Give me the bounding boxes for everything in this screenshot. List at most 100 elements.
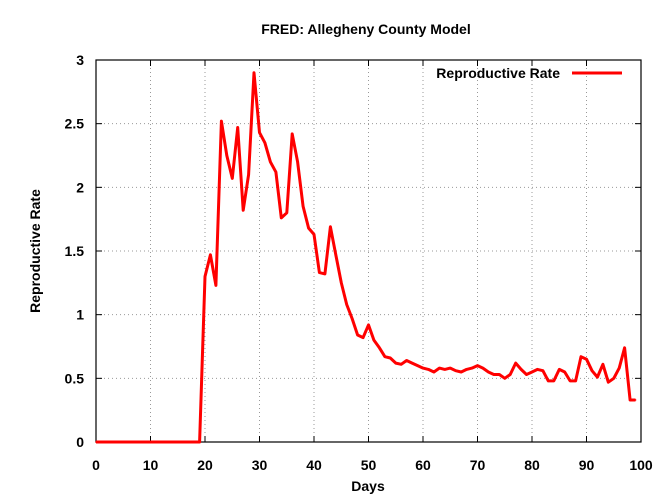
chart-title: FRED: Allegheny County Model bbox=[261, 21, 470, 37]
data-point bbox=[351, 317, 353, 320]
data-point bbox=[389, 357, 392, 359]
data-point bbox=[438, 367, 441, 369]
data-point bbox=[258, 131, 261, 134]
data-point bbox=[416, 364, 419, 367]
data-point bbox=[525, 373, 528, 376]
data-point bbox=[340, 282, 343, 284]
x-tick-label: 40 bbox=[306, 457, 322, 473]
data-point bbox=[149, 441, 152, 443]
data-point bbox=[127, 441, 130, 443]
x-tick-label: 80 bbox=[524, 457, 540, 473]
series-line bbox=[96, 71, 636, 444]
data-point bbox=[585, 358, 588, 361]
data-point bbox=[296, 161, 299, 163]
data-point bbox=[193, 441, 195, 443]
data-point bbox=[226, 154, 228, 157]
x-tick-label: 50 bbox=[361, 457, 377, 473]
data-point bbox=[280, 217, 283, 219]
data-point bbox=[345, 303, 348, 306]
data-point bbox=[569, 380, 571, 382]
y-tick-label: 2 bbox=[76, 179, 84, 195]
data-point bbox=[449, 367, 452, 369]
y-tick-label: 2.5 bbox=[65, 116, 85, 132]
data-point bbox=[444, 368, 446, 371]
data-point bbox=[160, 441, 163, 443]
x-axis-label: Days bbox=[351, 478, 385, 494]
data-point bbox=[629, 399, 631, 401]
y-tick-label: 1 bbox=[76, 307, 84, 323]
data-point bbox=[204, 275, 206, 278]
data-point bbox=[482, 367, 484, 369]
y-tick-label: 3 bbox=[76, 52, 84, 68]
data-point bbox=[138, 441, 141, 443]
legend-label: Reproductive Rate bbox=[436, 65, 560, 81]
data-point bbox=[373, 339, 375, 341]
data-point bbox=[313, 233, 315, 236]
data-point bbox=[253, 71, 255, 74]
x-tick-label: 70 bbox=[470, 457, 486, 473]
data-point bbox=[182, 441, 184, 443]
data-point bbox=[542, 369, 544, 372]
data-point bbox=[133, 441, 135, 443]
data-point bbox=[553, 380, 555, 382]
data-point bbox=[411, 362, 413, 364]
data-point bbox=[493, 373, 495, 376]
data-point bbox=[335, 254, 337, 256]
data-point bbox=[144, 441, 146, 443]
data-point bbox=[285, 212, 288, 214]
y-tick-label: 0 bbox=[76, 434, 84, 450]
data-point bbox=[95, 441, 97, 443]
data-point bbox=[607, 381, 610, 383]
y-tick-label: 0.5 bbox=[65, 370, 85, 386]
data-point bbox=[433, 371, 435, 373]
data-point bbox=[275, 171, 277, 173]
data-point bbox=[329, 226, 332, 228]
data-point bbox=[460, 371, 462, 373]
data-point bbox=[171, 441, 174, 443]
data-point bbox=[367, 324, 370, 326]
data-point bbox=[198, 441, 201, 443]
data-point bbox=[498, 373, 501, 376]
data-point bbox=[236, 126, 239, 129]
data-point bbox=[324, 273, 326, 275]
data-point bbox=[356, 334, 359, 336]
data-point bbox=[318, 271, 321, 274]
data-point bbox=[596, 376, 599, 378]
data-point bbox=[247, 173, 250, 176]
x-tick-label: 10 bbox=[143, 457, 159, 473]
data-point bbox=[520, 368, 522, 371]
data-point bbox=[531, 371, 533, 373]
x-tick-label: 20 bbox=[197, 457, 213, 473]
data-point bbox=[400, 363, 403, 366]
data-point bbox=[176, 441, 179, 443]
data-point bbox=[487, 371, 490, 373]
data-point bbox=[187, 441, 190, 443]
data-point bbox=[378, 346, 381, 349]
data-point bbox=[220, 120, 223, 122]
data-point bbox=[509, 373, 512, 376]
data-point bbox=[215, 284, 217, 287]
x-tick-label: 100 bbox=[629, 457, 653, 473]
data-point bbox=[476, 364, 479, 367]
data-point bbox=[242, 209, 244, 212]
data-point bbox=[384, 355, 386, 358]
data-point bbox=[122, 441, 125, 443]
data-point bbox=[547, 380, 550, 382]
grid bbox=[96, 60, 641, 442]
data-point bbox=[166, 441, 168, 443]
data-point bbox=[602, 363, 604, 366]
data-point bbox=[269, 161, 272, 163]
data-point bbox=[503, 377, 506, 380]
data-point bbox=[209, 254, 212, 256]
y-axis-label: Reproductive Rate bbox=[27, 189, 43, 313]
data-point bbox=[231, 177, 234, 180]
data-point bbox=[612, 377, 615, 380]
data-point bbox=[405, 359, 408, 362]
data-point bbox=[422, 367, 424, 369]
data-point bbox=[536, 368, 539, 371]
data-point bbox=[471, 367, 473, 369]
data-point bbox=[563, 371, 566, 373]
data-point bbox=[591, 369, 593, 372]
data-point bbox=[117, 441, 119, 443]
